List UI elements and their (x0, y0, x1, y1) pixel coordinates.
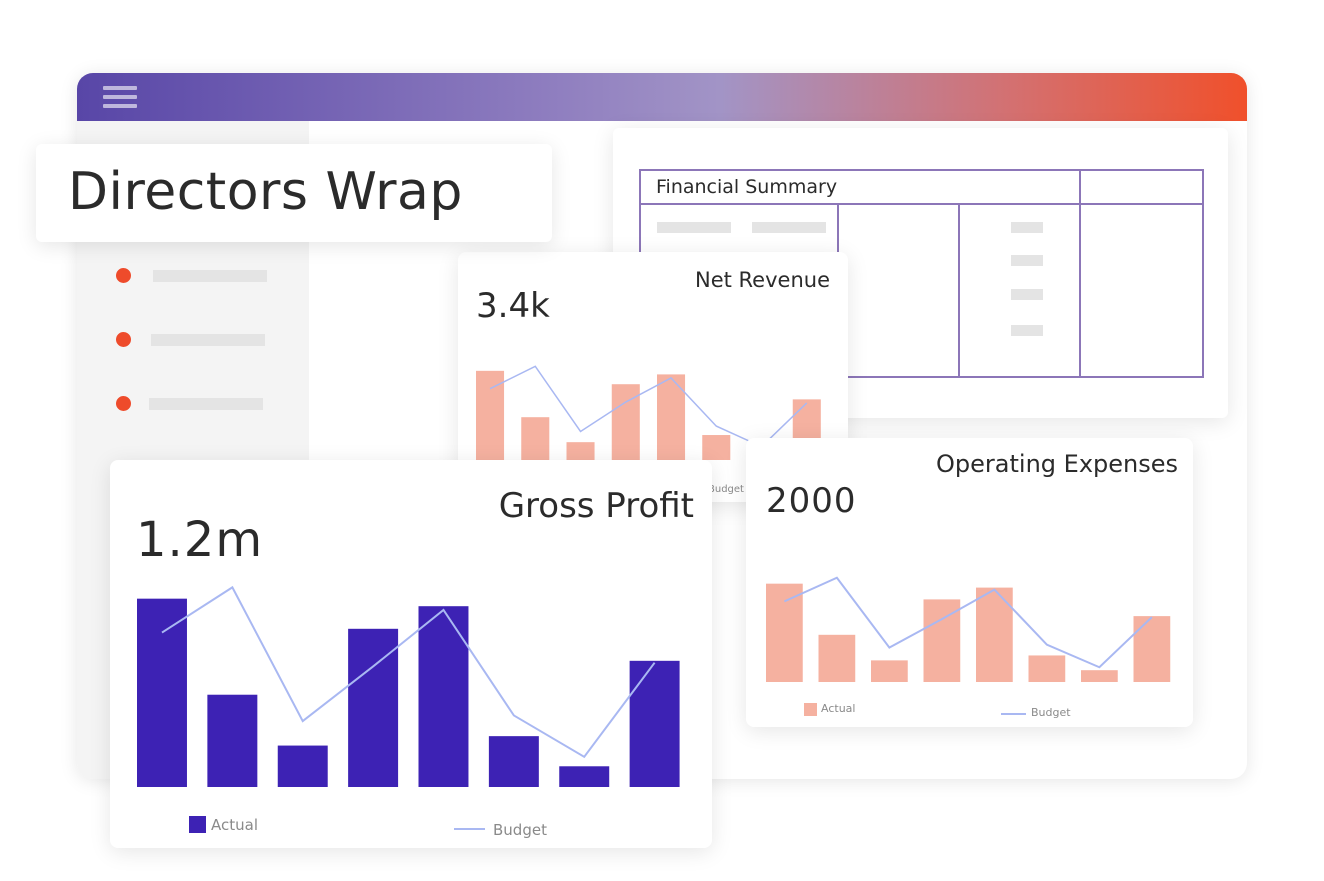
operating-expenses-value: 2000 (766, 481, 857, 521)
gross-profit-bar-5 (418, 606, 469, 787)
gross-profit-card[interactable]: Gross Profit 1.2m Actual Budget (110, 460, 712, 848)
gross-profit-bar-8 (629, 660, 680, 787)
gross-profit-bar-1 (137, 598, 187, 787)
operating-expenses-bar-7 (1081, 670, 1118, 682)
sidebar-item-placeholder[interactable] (151, 334, 265, 346)
net-revenue-bar-1 (476, 370, 505, 460)
operating-expenses-bar-6 (1028, 655, 1066, 682)
net-revenue-bar-2 (521, 417, 550, 460)
operating-expenses-bar-1 (766, 583, 803, 682)
top-bar (77, 73, 1247, 121)
gross-profit-value: 1.2m (136, 512, 264, 568)
gross-profit-bar-3 (277, 745, 328, 787)
sidebar-bullet-icon (116, 268, 131, 283)
page-title: Directors Wrap (68, 162, 463, 222)
gross-profit-bar-7 (559, 766, 610, 787)
operating-expenses-legend-actual: Actual (821, 702, 856, 715)
gross-profit-chart (137, 585, 680, 833)
gross-profit-bar-2 (207, 694, 258, 787)
operating-expenses-bar-3 (871, 660, 908, 682)
gross-profit-title: Gross Profit (498, 486, 694, 526)
gross-profit-bar-4 (348, 628, 399, 787)
net-revenue-title: Net Revenue (695, 268, 830, 292)
operating-expenses-bar-2 (818, 634, 856, 682)
operating-expenses-budget-line (783, 576, 1153, 669)
net-revenue-bar-3 (566, 442, 595, 460)
gross-profit-legend-actual-swatch (189, 816, 206, 833)
operating-expenses-legend-budget: Budget (1031, 706, 1071, 719)
sidebar-bullet-icon (116, 396, 131, 411)
gross-profit-bar-6 (488, 736, 539, 787)
operating-expenses-chart (766, 576, 1171, 716)
operating-expenses-title: Operating Expenses (936, 450, 1178, 478)
sidebar-item-placeholder[interactable] (149, 398, 263, 410)
sidebar-item-placeholder[interactable] (153, 270, 267, 282)
hamburger-menu-icon[interactable] (103, 86, 137, 108)
net-revenue-bar-5 (657, 374, 686, 460)
sidebar-bullet-icon (116, 332, 131, 347)
net-revenue-value: 3.4k (476, 286, 550, 326)
net-revenue-bar-6 (702, 435, 731, 460)
operating-expenses-card[interactable]: Operating Expenses 2000 Actual Budget (746, 438, 1193, 727)
gross-profit-legend-budget: Budget (493, 821, 547, 839)
operating-expenses-legend-actual-swatch (804, 703, 817, 716)
dashboard-title-card: Directors Wrap (36, 144, 552, 242)
financial-summary-title: Financial Summary (656, 176, 838, 198)
gross-profit-legend-actual: Actual (211, 816, 258, 834)
net-revenue-legend-budget: Budget (708, 484, 744, 495)
gross-profit-budget-line (161, 585, 656, 759)
net-revenue-bar-4 (611, 384, 640, 460)
operating-expenses-bar-8 (1133, 616, 1171, 682)
